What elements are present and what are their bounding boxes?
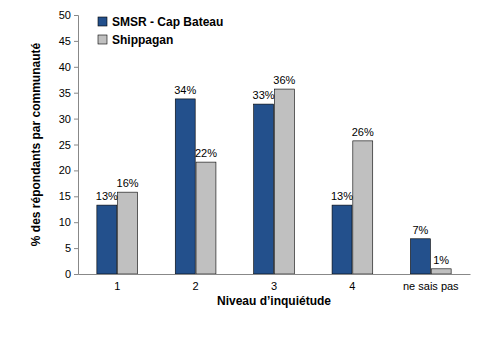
y-tick-label: 20 — [59, 164, 71, 176]
bar — [196, 162, 216, 274]
y-tick-label: 15 — [59, 190, 71, 202]
y-tick-label: 50 — [59, 9, 71, 21]
y-tick-label: 5 — [65, 242, 71, 254]
y-tick: 50 — [59, 9, 78, 21]
bar — [97, 205, 117, 274]
y-tick-mark — [74, 67, 78, 68]
x-axis-line — [79, 274, 471, 275]
bars — [97, 89, 451, 274]
y-tick: 40 — [59, 61, 78, 73]
y-tick-mark — [74, 41, 78, 42]
y-tick-mark — [74, 222, 78, 223]
bar — [254, 104, 274, 274]
y-tick: 0 — [65, 268, 78, 280]
data-label: 34% — [174, 84, 196, 96]
x-axis: 1 2 3 4 ne sais pas — [79, 274, 471, 292]
y-tick: 30 — [59, 113, 78, 125]
x-tick: ne sais pas — [403, 274, 459, 292]
y-tick-mark — [74, 145, 78, 146]
legend-swatch — [98, 35, 107, 44]
y-tick-mark — [74, 93, 78, 94]
data-label: 1% — [433, 254, 449, 266]
x-tick-label: 1 — [114, 280, 120, 292]
y-tick: 5 — [65, 242, 78, 254]
bar — [332, 205, 352, 274]
x-tick-label: 2 — [193, 280, 199, 292]
y-tick-label: 10 — [59, 216, 71, 228]
y-axis: 0 5 10 15 20 25 30 35 40 45 50 — [59, 9, 79, 280]
data-label: 13% — [96, 190, 118, 202]
plot: 0 5 10 15 20 25 30 35 40 45 50 1 2 3 4 ne sais pas 13% 34… — [59, 9, 471, 292]
legend: SMSR - Cap Bateau Shippagan — [98, 15, 223, 47]
legend-label: Shippagan — [112, 33, 173, 47]
y-tick-mark — [74, 274, 78, 275]
data-labels: 13% 34% 33% 13% 7% 16% 22% 36% 26% 1% — [96, 74, 450, 266]
y-tick-mark — [74, 248, 78, 249]
legend-label: SMSR - Cap Bateau — [112, 15, 223, 29]
legend-swatch — [98, 17, 107, 26]
y-tick-label: 0 — [65, 268, 71, 280]
y-tick: 35 — [59, 87, 78, 99]
x-axis-title: Niveau d’inquiétude — [217, 294, 331, 308]
y-tick-label: 30 — [59, 113, 71, 125]
x-tick-label: ne sais pas — [403, 280, 459, 292]
bar — [431, 269, 451, 274]
y-axis-title: % des répondants par communauté — [29, 42, 43, 246]
y-tick: 15 — [59, 190, 78, 202]
x-tick-label: 4 — [349, 280, 355, 292]
data-label: 26% — [352, 126, 374, 138]
y-tick: 20 — [59, 164, 78, 176]
x-tick: 3 — [271, 274, 277, 292]
x-tick-label: 3 — [271, 280, 277, 292]
data-label: 7% — [412, 224, 428, 236]
bar — [175, 99, 195, 274]
bar — [118, 192, 138, 274]
y-tick-mark — [74, 15, 78, 16]
y-tick-label: 40 — [59, 61, 71, 73]
legend-entry: Shippagan — [98, 33, 173, 47]
bar — [353, 141, 373, 274]
y-tick: 10 — [59, 216, 78, 228]
y-tick: 25 — [59, 139, 78, 151]
y-tick-mark — [74, 196, 78, 197]
data-label: 33% — [253, 89, 275, 101]
y-axis-line — [74, 16, 79, 275]
y-tick-label: 35 — [59, 87, 71, 99]
data-label: 22% — [195, 147, 217, 159]
y-tick-mark — [74, 170, 78, 171]
bar — [410, 239, 430, 274]
data-label: 36% — [273, 74, 295, 86]
x-tick: 2 — [193, 274, 199, 292]
legend-entry: SMSR - Cap Bateau — [98, 15, 223, 29]
chart: 0 5 10 15 20 25 30 35 40 45 50 1 2 3 4 ne sais pas 13% 34… — [0, 0, 480, 347]
bar — [274, 89, 294, 274]
y-tick: 45 — [59, 35, 78, 47]
y-tick-label: 25 — [59, 139, 71, 151]
data-label: 16% — [117, 177, 139, 189]
x-tick: 1 — [114, 274, 120, 292]
data-label: 13% — [331, 190, 353, 202]
y-tick-label: 45 — [59, 35, 71, 47]
y-tick-mark — [74, 119, 78, 120]
x-tick: 4 — [349, 274, 355, 292]
